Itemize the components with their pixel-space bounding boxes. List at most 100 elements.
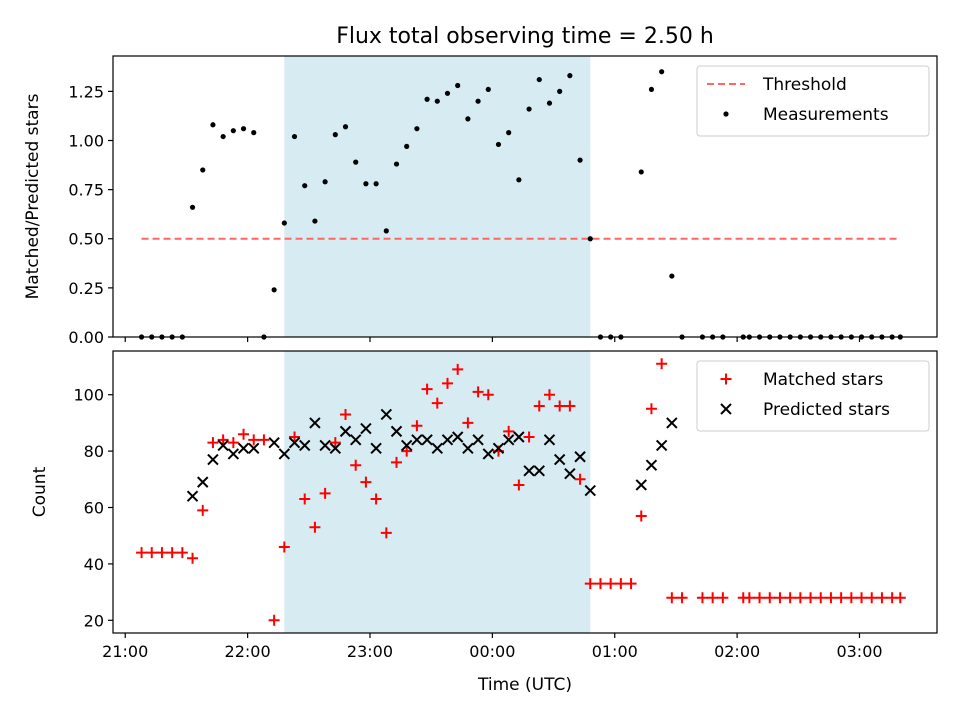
matched-star-point xyxy=(656,358,668,370)
predicted-star-point xyxy=(564,467,576,480)
predicted-star-point xyxy=(462,442,474,454)
predicted-star-point xyxy=(482,448,494,460)
measurement-point xyxy=(230,128,236,134)
measurement-point xyxy=(638,169,644,175)
matched-star-point xyxy=(625,578,637,590)
axes-frame xyxy=(112,350,938,634)
matched-star-point xyxy=(533,400,545,412)
y-tick-label: 0.75 xyxy=(68,181,104,200)
measurement-point xyxy=(363,181,369,187)
predicted-star-point xyxy=(197,476,209,488)
x-tick-label: 23:00 xyxy=(347,642,393,661)
measurement-point xyxy=(465,116,471,122)
matched-star-point xyxy=(543,389,555,401)
measurement-point xyxy=(200,167,206,173)
measurement-point xyxy=(393,161,400,167)
measurement-point xyxy=(353,159,359,165)
matched-star-point xyxy=(248,434,260,446)
predicted-star-point xyxy=(400,439,413,452)
matched-star-point xyxy=(238,428,250,440)
legend-label: Measurements xyxy=(763,105,889,125)
predicted-star-point xyxy=(421,434,433,446)
measurement-point xyxy=(342,124,349,130)
legend-predicted-swatch xyxy=(720,403,732,415)
matched-star-point xyxy=(856,592,868,604)
predicted-star-point xyxy=(319,439,331,452)
matched-star-point xyxy=(784,592,796,604)
matched-star-point xyxy=(350,459,362,471)
matched-star-point xyxy=(513,479,525,491)
measurement-point xyxy=(240,126,247,132)
matched-star-point xyxy=(309,521,321,533)
predicted-star-point xyxy=(584,484,596,497)
predicted-star-point xyxy=(543,434,556,446)
observing-window-span xyxy=(284,351,591,633)
predicted-star-point xyxy=(431,442,444,454)
measurement-point xyxy=(506,130,512,136)
predicted-star-point xyxy=(288,436,301,449)
matched-star-point xyxy=(876,592,888,604)
matched-star-point xyxy=(835,592,847,604)
y-tick-label: 40 xyxy=(84,555,104,574)
matched-star-point xyxy=(278,541,290,553)
measurement-point xyxy=(424,96,430,102)
matched-star-point xyxy=(584,578,596,590)
x-tick-label: 22:00 xyxy=(225,642,271,661)
matched-star-point xyxy=(743,592,755,604)
matched-star-point xyxy=(564,400,576,412)
legend-label: Threshold xyxy=(762,75,847,95)
measurement-point xyxy=(210,122,216,128)
y-tick-label: 20 xyxy=(84,611,104,630)
measurement-point xyxy=(485,86,491,93)
x-tick-label: 01:00 xyxy=(592,642,638,661)
matched-star-point xyxy=(472,386,484,398)
series-measurements xyxy=(138,69,903,340)
predicted-star-point xyxy=(411,434,423,446)
measurement-point xyxy=(251,130,257,136)
y-tick-label: 100 xyxy=(73,386,104,405)
series-predicted-stars xyxy=(186,408,678,502)
matched-star-point xyxy=(207,437,219,449)
matched-star-point xyxy=(289,431,301,443)
measurement-point xyxy=(434,98,440,104)
matched-star-point xyxy=(845,592,857,604)
series-matched-stars xyxy=(136,358,906,626)
predicted-star-point xyxy=(441,434,454,446)
predicted-star-point xyxy=(523,465,535,477)
measurement-point xyxy=(659,69,665,75)
predicted-star-point xyxy=(492,442,505,454)
predicted-star-point xyxy=(645,459,658,471)
measurement-point xyxy=(526,106,532,112)
matched-star-point xyxy=(764,592,776,604)
predicted-star-point xyxy=(360,422,372,435)
matched-star-point xyxy=(411,420,423,432)
predicted-star-point xyxy=(655,439,668,452)
matched-star-point xyxy=(329,437,341,449)
y-tick-label: 0.25 xyxy=(68,279,104,298)
matched-star-point xyxy=(258,434,270,446)
measurement-point xyxy=(577,157,583,163)
predicted-star-point xyxy=(666,417,678,429)
matched-star-point xyxy=(217,434,229,446)
figure-title: Flux total observing time = 2.50 h xyxy=(336,24,714,49)
matched-star-point xyxy=(441,377,453,389)
matched-star-point xyxy=(894,592,906,604)
matched-star-point xyxy=(421,383,433,395)
predicted-star-point xyxy=(309,417,321,429)
predicted-star-point xyxy=(299,439,311,452)
predicted-star-point xyxy=(339,425,352,438)
measurement-point xyxy=(444,90,451,96)
predicted-star-point xyxy=(237,442,250,454)
measurement-point xyxy=(475,98,481,104)
matched-star-point xyxy=(815,592,827,604)
predicted-star-point xyxy=(574,451,586,463)
predicted-star-point xyxy=(502,434,515,446)
matched-star-point xyxy=(645,403,657,415)
predicted-star-point xyxy=(553,453,566,466)
legend: Matched stars Predicted stars xyxy=(696,360,930,432)
measurement-point xyxy=(404,143,410,149)
matched-star-point xyxy=(605,578,617,590)
predicted-star-point xyxy=(451,431,464,443)
ratio-panel: 0.00 0.25 0.50 0.75 1.00 1.25 Matched/Predicte… xyxy=(23,55,938,347)
predicted-star-point xyxy=(186,490,199,502)
